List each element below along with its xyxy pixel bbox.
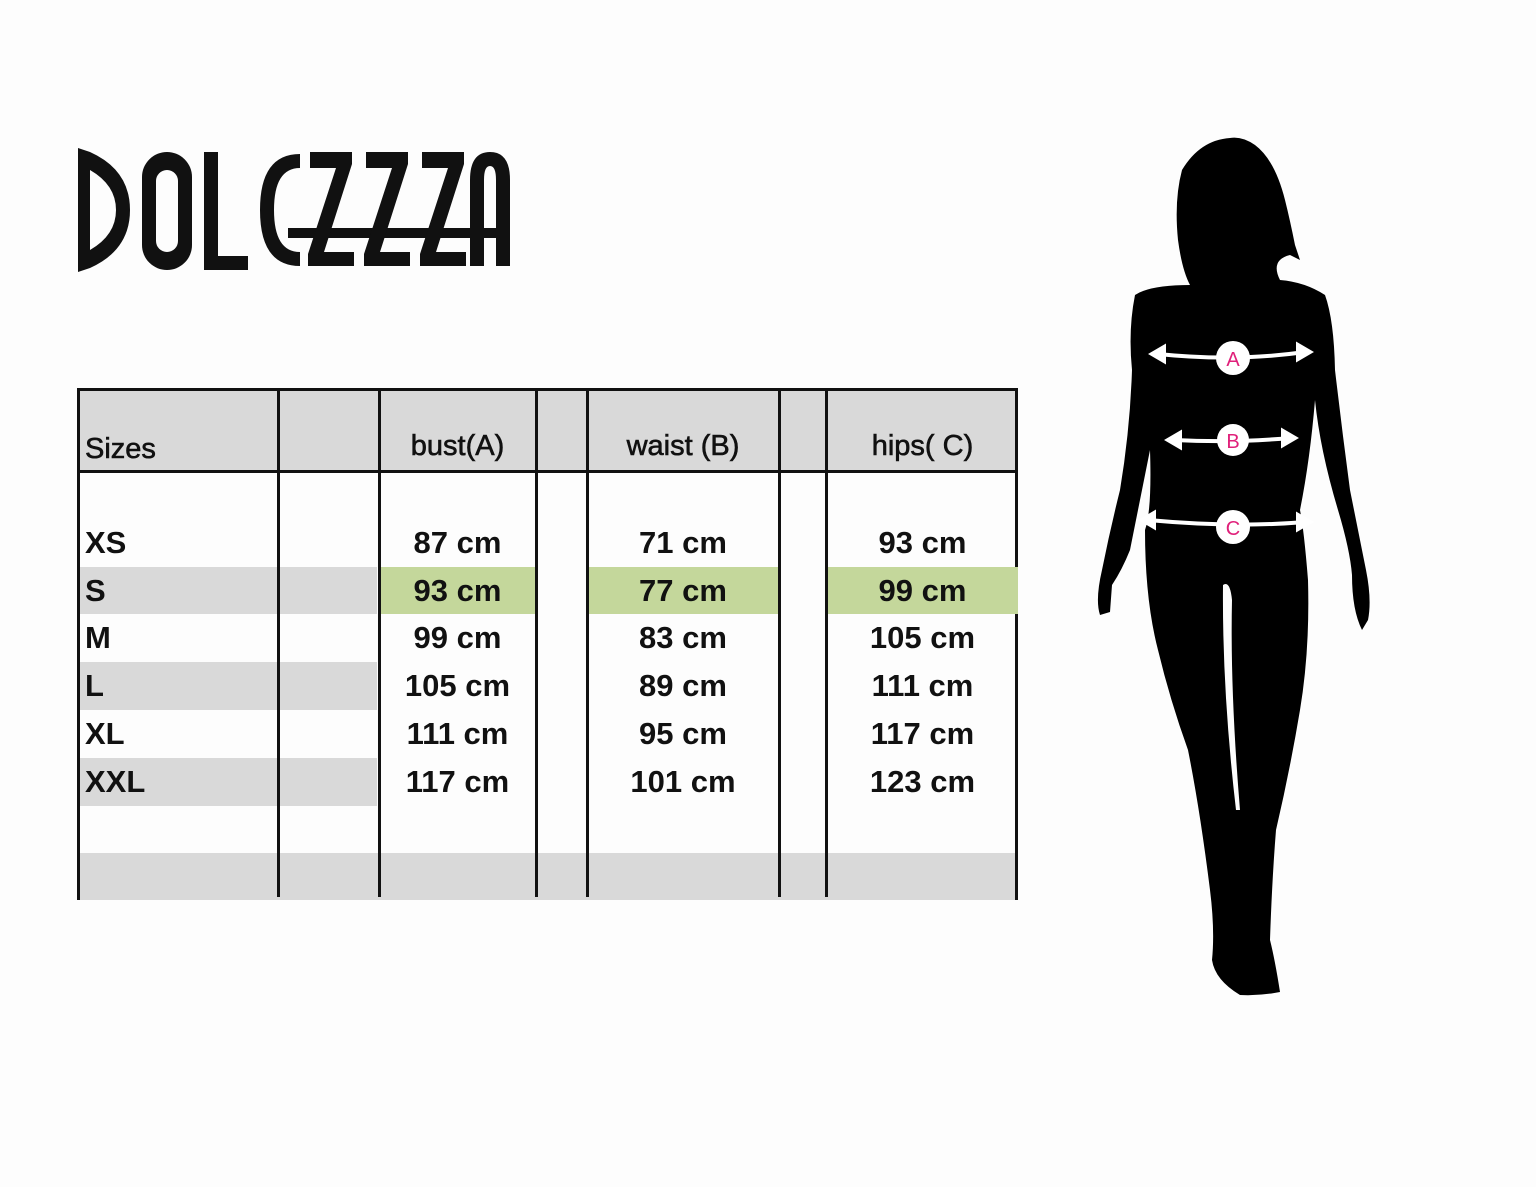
row-hips-value: 111 cm (871, 668, 974, 703)
row-waist-value: 101 cm (630, 764, 736, 799)
svg-text:B: B (1226, 431, 1239, 453)
row-bust-value: 111 cm (406, 716, 509, 751)
row-size-label: M (85, 620, 111, 655)
stripe (80, 758, 377, 806)
svg-text:A: A (1226, 349, 1240, 371)
header-bust: bust(A) (410, 430, 505, 463)
row-bust-value: 93 cm (413, 573, 502, 608)
row-waist-value: 77 cm (639, 573, 727, 608)
stripe (80, 662, 377, 710)
row-hips-value: 99 cm (878, 573, 967, 608)
row-size-label: XS (85, 525, 127, 560)
stripe (80, 567, 377, 614)
row-size-label: XXL (85, 764, 146, 799)
row-waist-value: 71 cm (639, 525, 727, 560)
header-sizes: Sizes (85, 433, 157, 466)
marker-b: B (1217, 424, 1249, 456)
row-size-label: L (85, 668, 104, 703)
highlight-bust (380, 567, 535, 614)
row-bust-value: 99 cm (413, 620, 502, 655)
marker-c: C (1216, 510, 1250, 544)
size-table: Sizes bust(A) waist (B) hips( C) XS 87 cm… (77, 388, 1018, 900)
row-hips-value: 105 cm (869, 620, 976, 655)
row-bust-value: 105 cm (404, 668, 511, 703)
row-hips-value: 117 cm (870, 716, 975, 751)
header-waist: waist (B) (626, 430, 740, 463)
row-waist-value: 83 cm (639, 620, 727, 655)
highlight-waist (588, 567, 778, 614)
row-size-label: S (85, 573, 106, 608)
svg-text:C: C (1226, 518, 1240, 540)
row-hips-value: 93 cm (878, 525, 967, 560)
row-bust-value: 117 cm (405, 764, 510, 799)
row-waist-value: 95 cm (639, 716, 727, 751)
row-waist-value: 89 cm (639, 668, 727, 703)
header-row-bg (80, 391, 1015, 471)
highlight-hips (827, 567, 1018, 614)
body-measurement-silhouette: A B C (1097, 137, 1370, 996)
marker-a: A (1216, 341, 1250, 375)
dolcezza-logo (78, 148, 510, 272)
row-hips-value: 123 cm (869, 764, 976, 799)
header-hips: hips( C) (871, 430, 974, 463)
row-size-label: XL (85, 716, 125, 751)
footer-row-bg (80, 853, 1015, 900)
row-bust-value: 87 cm (413, 525, 502, 560)
